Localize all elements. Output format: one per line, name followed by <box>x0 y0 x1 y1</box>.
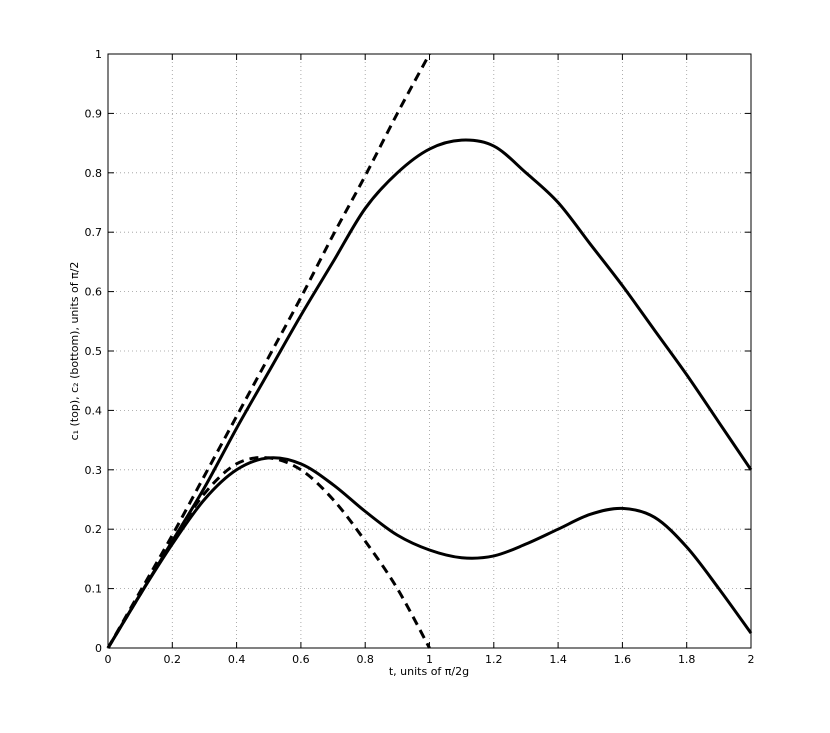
x-tick-label: 0 <box>105 653 112 666</box>
x-tick-label: 1 <box>426 653 433 666</box>
x-tick-label: 1.8 <box>678 653 696 666</box>
y-tick-label: 0.3 <box>85 464 103 477</box>
y-tick-label: 1 <box>95 48 102 61</box>
x-axis-label: t, units of π/2g <box>389 665 469 678</box>
y-tick-label: 0.4 <box>85 404 103 417</box>
y-axis-label: c₁ (top), c₂ (bottom), units of π/2 <box>68 262 81 441</box>
y-tick-label: 0.9 <box>85 107 103 120</box>
x-tick-label: 0.4 <box>228 653 246 666</box>
y-tick-label: 0.5 <box>85 345 103 358</box>
x-tick-label: 2 <box>748 653 755 666</box>
series-line <box>106 53 431 649</box>
y-tick-label: 0.1 <box>85 583 103 596</box>
series-line <box>106 456 753 649</box>
x-tick-label: 1.6 <box>614 653 632 666</box>
y-tick-label: 0 <box>95 642 102 655</box>
x-tick-label: 0.6 <box>292 653 310 666</box>
y-tick-label: 0.8 <box>85 167 103 180</box>
y-tick-label: 0.2 <box>85 523 103 536</box>
x-tick-label: 1.2 <box>485 653 503 666</box>
series-line <box>106 456 431 649</box>
y-tick-label: 0.7 <box>85 226 103 239</box>
series-line <box>106 138 753 649</box>
x-tick-label: 0.2 <box>164 653 182 666</box>
x-tick-label: 0.8 <box>356 653 374 666</box>
y-tick-label: 0.6 <box>85 286 103 299</box>
x-tick-label: 1.4 <box>549 653 567 666</box>
